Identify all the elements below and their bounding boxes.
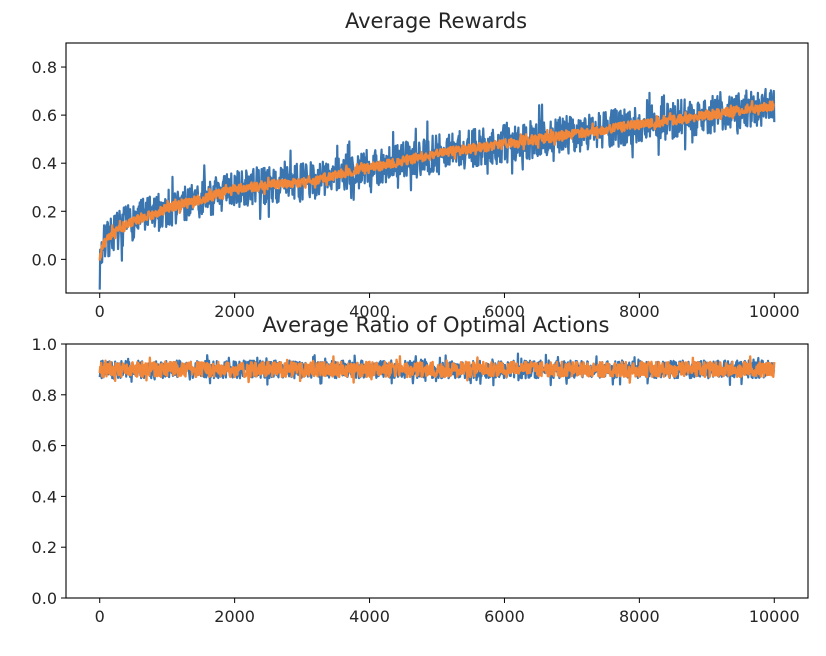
rewards-y-tick-label: 0.8 xyxy=(32,58,57,77)
rewards-plot-frame xyxy=(65,42,809,294)
chart-rewards: Average Rewards 0 2000 4000 6000 8000 10000 0… xyxy=(32,9,809,321)
optimal-x-tick-label: 2000 xyxy=(214,607,255,626)
optimal-y-tick-label: 1.0 xyxy=(32,335,57,354)
rewards-x-axis: 0 2000 4000 6000 8000 10000 xyxy=(95,293,800,321)
optimal-y-tick-label: 0.6 xyxy=(32,437,57,456)
rewards-y-tick-label: 0.4 xyxy=(32,154,57,173)
rewards-series-2-line xyxy=(98,100,775,261)
optimal-series-2-line xyxy=(98,355,776,384)
optimal-y-axis: 0.0 0.2 0.4 0.6 0.8 1.0 xyxy=(32,335,66,608)
rewards-y-axis: 0.0 0.2 0.4 0.6 0.8 xyxy=(32,58,66,269)
optimal-x-tick-label: 4000 xyxy=(349,607,390,626)
optimal-plot-frame xyxy=(65,343,809,599)
optimal-x-tick-label: 6000 xyxy=(484,607,525,626)
rewards-x-tick-label: 8000 xyxy=(619,302,660,321)
optimal-series-group xyxy=(98,352,776,387)
optimal-x-tick-label: 10000 xyxy=(749,607,800,626)
rewards-x-tick-label: 2000 xyxy=(214,302,255,321)
rewards-x-tick-label: 4000 xyxy=(349,302,390,321)
chart-title-optimal-actions: Average Ratio of Optimal Actions xyxy=(263,313,610,337)
optimal-y-tick-label: 0.4 xyxy=(32,487,57,506)
chart-optimal-actions: Average Ratio of Optimal Actions 0 2000 40… xyxy=(32,313,809,626)
optimal-x-tick-label: 8000 xyxy=(619,607,660,626)
rewards-x-tick-label: 0 xyxy=(95,302,105,321)
optimal-x-axis: 0 2000 4000 6000 8000 10000 xyxy=(95,598,800,626)
rewards-x-tick-label: 6000 xyxy=(484,302,525,321)
rewards-series-group xyxy=(98,87,776,290)
optimal-x-tick-label: 0 xyxy=(95,607,105,626)
rewards-y-tick-label: 0.6 xyxy=(32,106,57,125)
optimal-y-tick-label: 0.8 xyxy=(32,386,57,405)
optimal-y-tick-label: 0.2 xyxy=(32,538,57,557)
rewards-y-tick-label: 0.2 xyxy=(32,202,57,221)
rewards-y-tick-label: 0.0 xyxy=(32,250,57,269)
optimal-y-tick-label: 0.0 xyxy=(32,589,57,608)
rewards-x-tick-label: 10000 xyxy=(749,302,800,321)
chart-title-rewards: Average Rewards xyxy=(345,9,527,33)
